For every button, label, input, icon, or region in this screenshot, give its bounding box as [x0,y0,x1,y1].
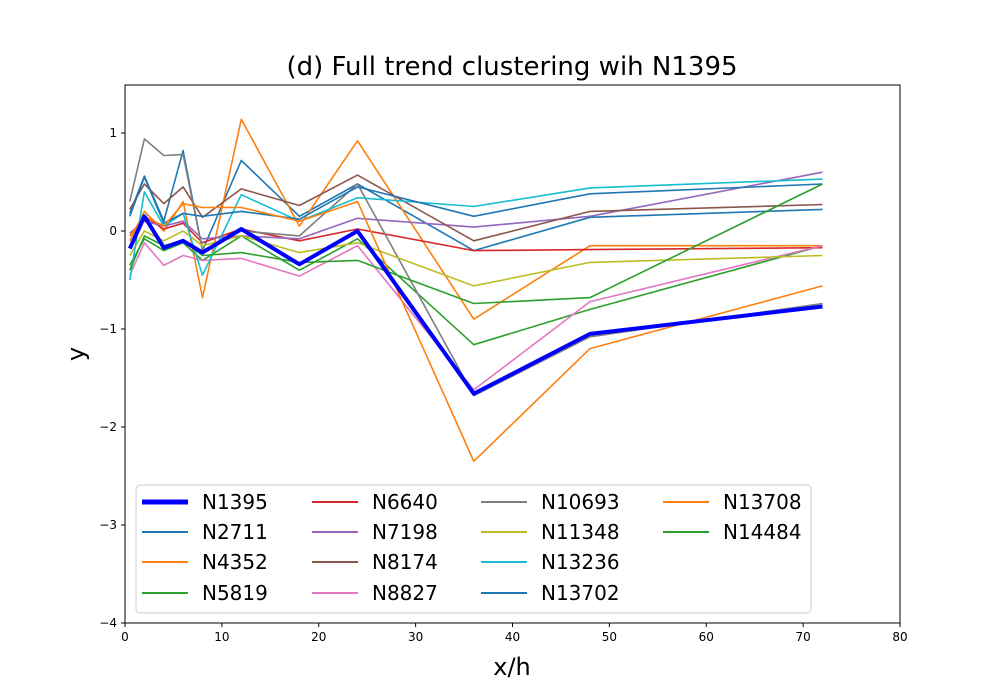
x-axis-label: x/h [493,653,531,681]
legend-label: N13702 [541,581,620,605]
x-tick-label: 70 [795,630,810,644]
legend-label: N1395 [202,490,268,514]
x-tick-label: 20 [311,630,326,644]
legend-label: N8174 [372,550,438,574]
legend-label: N4352 [202,550,268,574]
x-tick-label: 30 [408,630,423,644]
series-line-n5819 [129,235,823,346]
x-tick-label: 10 [214,630,229,644]
x-tick-label: 80 [892,630,907,644]
legend-label: N13236 [541,550,620,574]
plot-area [127,118,823,463]
y-axis: −4 −3 −2 −1 0 1 [99,126,125,630]
x-axis: 0 10 20 30 40 50 60 70 80 [121,623,908,644]
series-line-n8174 [129,174,823,242]
series-line-n13236 [129,178,823,281]
legend-label: N14484 [723,520,802,544]
legend-label: N6640 [372,490,438,514]
legend-label: N10693 [541,490,620,514]
y-tick-label: −2 [99,420,117,434]
series-line-n4352 [129,118,823,321]
legend-label: N11348 [541,520,620,544]
series-line-n13702 [129,176,823,224]
y-tick-label: −1 [99,322,117,336]
series-line-n14484 [129,183,823,305]
legend-label: N7198 [372,520,438,544]
x-tick-label: 60 [699,630,714,644]
y-tick-label: 0 [109,224,117,238]
legend: N1395 N2711 N4352 N5819 N6640 N7198 N8174 N8827… [135,484,812,614]
series-line-n8827 [129,242,823,391]
y-tick-label: 1 [109,126,117,140]
x-tick-label: 0 [121,630,129,644]
y-tick-label: −4 [99,616,117,630]
x-tick-label: 40 [505,630,520,644]
legend-box [135,484,812,614]
legend-label: N8827 [372,581,438,605]
y-axis-label: y [62,347,90,361]
legend-label: N2711 [202,520,268,544]
series-line-n1395 [127,214,823,396]
legend-label: N5819 [202,581,268,605]
x-tick-label: 50 [602,630,617,644]
chart-title: (d) Full trend clustering wih N1395 [286,52,737,82]
y-tick-label: −3 [99,518,117,532]
legend-label: N13708 [723,490,802,514]
series-line-n13708 [129,200,823,463]
